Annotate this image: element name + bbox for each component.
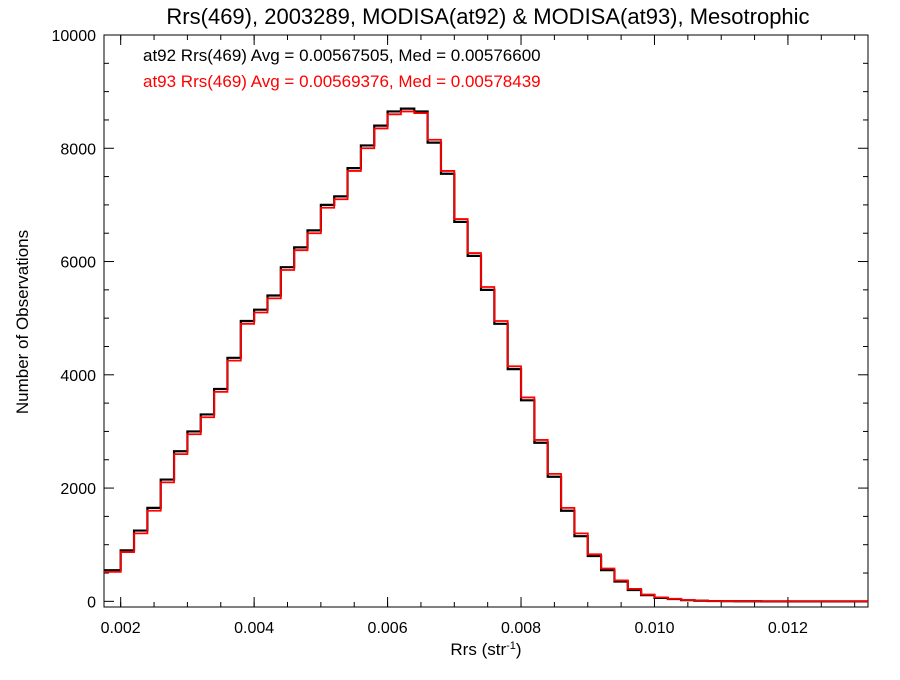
series-layer — [104, 107, 868, 603]
x-axis-label: Rrs (str-1) — [450, 640, 521, 659]
y-tick-label: 10000 — [52, 28, 97, 45]
y-tick-label: 0 — [87, 594, 96, 611]
x-tick-label: 0.004 — [234, 620, 274, 637]
x-tick-label: 0.012 — [768, 620, 808, 637]
y-tick-label: 6000 — [60, 255, 96, 272]
series-line-2 — [104, 110, 868, 603]
y-tick-label: 4000 — [60, 368, 96, 385]
legend-entry-1: at92 Rrs(469) Avg = 0.00567505, Med = 0.… — [143, 46, 541, 65]
series-line-1 — [104, 107, 868, 603]
plot-frame — [103, 34, 869, 608]
y-axis-label: Number of Observations — [13, 230, 32, 414]
y-axis-ticks: 0 2000 4000 6000 8000 10000 — [52, 28, 868, 611]
x-axis-label-main: Rrs (str — [450, 640, 506, 659]
legend: at92 Rrs(469) Avg = 0.00567505, Med = 0.… — [143, 46, 541, 91]
x-axis-ticks: 0.002 0.004 0.006 0.008 0.010 0.012 — [101, 35, 856, 637]
x-tick-label: 0.006 — [368, 620, 408, 637]
x-axis-label-close: ) — [516, 640, 522, 659]
x-axis-label-superscript: -1 — [506, 640, 516, 652]
x-tick-label: 0.002 — [101, 620, 141, 637]
legend-entry-2: at93 Rrs(469) Avg = 0.00569376, Med = 0.… — [143, 72, 541, 91]
chart-title: Rrs(469), 2003289, MODISA(at92) & MODISA… — [166, 4, 809, 29]
x-tick-label: 0.010 — [634, 620, 674, 637]
y-tick-label: 2000 — [60, 481, 96, 498]
x-tick-label: 0.008 — [501, 620, 541, 637]
y-tick-label: 8000 — [60, 141, 96, 158]
